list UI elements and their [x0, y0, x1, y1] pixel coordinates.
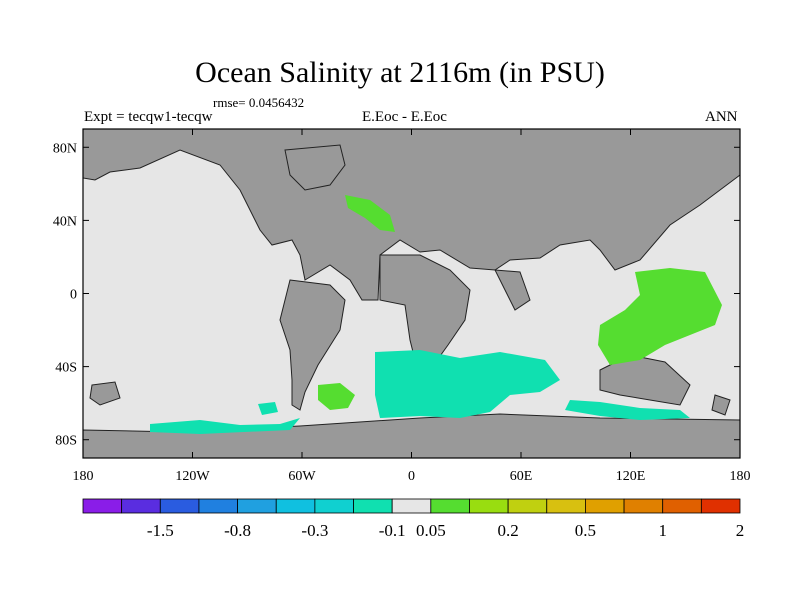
- rmse-label: rmse= 0.0456432: [213, 95, 305, 110]
- colorbar-box: [700, 498, 741, 514]
- patch-indian-ocean: [598, 268, 722, 365]
- colorbar-box: [275, 498, 316, 514]
- y-tick-label: 80S: [55, 434, 77, 449]
- page-title: Ocean Salinity at 2116m (in PSU): [195, 56, 605, 89]
- colorbar-box: [237, 498, 277, 514]
- colorbar-box: [623, 498, 664, 514]
- colorbar-box: [469, 498, 509, 514]
- colorbar-box: [585, 498, 625, 514]
- patch-southern-pacific-cyan: [150, 418, 300, 434]
- patch-south-atlantic-green: [318, 383, 355, 410]
- x-tick-label: 60E: [510, 469, 533, 484]
- colorbar-box: [121, 498, 161, 514]
- x-tick-label: 180: [73, 469, 94, 484]
- colorbar-box: [430, 498, 470, 514]
- colorbar-box: [353, 498, 393, 514]
- colorbar-box: [662, 498, 702, 514]
- x-tick-label: 120E: [616, 469, 646, 484]
- patch-north-atlantic: [345, 195, 395, 232]
- y-tick-label: 80N: [53, 141, 77, 156]
- land-india-asia: [494, 269, 531, 311]
- patch-drake-cyan: [258, 402, 278, 415]
- season-label: ANN: [705, 109, 738, 125]
- colorbar-label: 2: [736, 521, 745, 540]
- colorbar: -1.5 -0.8 -0.3 -0.1 0.05 0.2 0.5 1 2: [82, 498, 745, 540]
- x-tick-label: 0: [408, 469, 415, 484]
- colorbar-box: [507, 498, 548, 514]
- colorbar-box: [314, 498, 354, 514]
- colorbar-label: -0.3: [301, 521, 328, 540]
- colorbar-box: [198, 498, 238, 514]
- y-tick-label: 40N: [53, 214, 77, 229]
- map-panel: 180 120W 60W 0 60E 120E 180 80N 40N 0 40S 80S: [53, 128, 751, 484]
- x-tick-label: 120W: [175, 469, 210, 484]
- colorbar-label: 1: [658, 521, 667, 540]
- colorbar-box: [546, 498, 586, 514]
- colorbar-box: [391, 498, 432, 514]
- land-greenland: [284, 144, 346, 191]
- colorbar-label: -0.8: [224, 521, 251, 540]
- land-south-pacific-island: [89, 381, 121, 406]
- colorbar-box: [159, 498, 200, 514]
- colorbar-label: -0.1: [379, 521, 406, 540]
- colorbar-box: [82, 498, 123, 514]
- patch-southern-ocean-cyan: [375, 350, 560, 418]
- patch-southern-indian-cyan: [565, 400, 690, 420]
- y-tick-label: 0: [70, 288, 77, 303]
- colorbar-label: 0.5: [575, 521, 596, 540]
- land-new-zealand: [711, 394, 731, 416]
- experiment-label: Expt = tecqw1-tecqw: [84, 109, 213, 125]
- center-label: E.Eoc - E.Eoc: [362, 109, 447, 125]
- map-ticks: 180 120W 60W 0 60E 120E 180 80N 40N 0 40S 80S: [53, 129, 751, 484]
- x-tick-label: 180: [730, 469, 751, 484]
- colorbar-label: 0.2: [497, 521, 518, 540]
- colorbar-label: 0.05: [416, 521, 446, 540]
- anomaly-patches: [150, 195, 722, 434]
- colorbar-label: -1.5: [147, 521, 174, 540]
- y-tick-label: 40S: [55, 361, 77, 376]
- land-south-america: [279, 279, 346, 411]
- land-masses: [82, 128, 741, 459]
- x-tick-label: 60W: [288, 469, 316, 484]
